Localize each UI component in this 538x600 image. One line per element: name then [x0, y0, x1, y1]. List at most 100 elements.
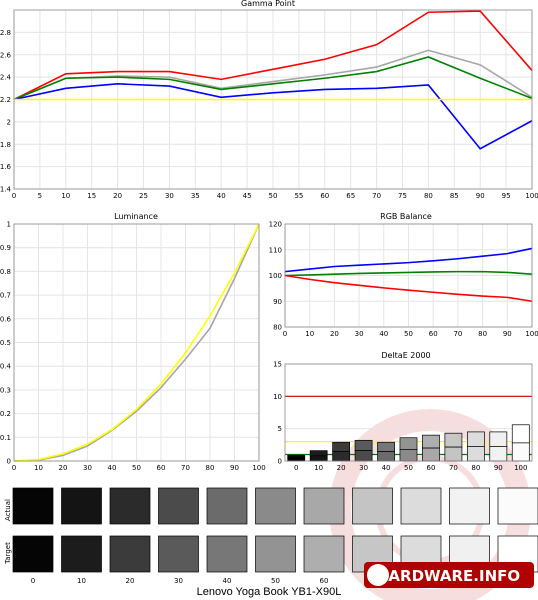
target-swatch: [303, 535, 345, 573]
rgb-balance-y-tick-label: 120: [269, 221, 282, 229]
deltae-x-tick-label: 50: [404, 464, 413, 472]
rgb-balance-chart-title: RGB Balance: [380, 212, 432, 221]
deltae-bar-target: [354, 439, 373, 452]
deltae-x-tick-label: 0: [294, 464, 298, 472]
gamma-x-tick-label: 60: [320, 192, 329, 200]
target-swatch: [206, 535, 248, 573]
luminance-y-tick-label: 0.7: [0, 292, 11, 300]
luminance-y-tick-label: 0.5: [0, 339, 11, 347]
deltae-x-tick-label: 20: [337, 464, 346, 472]
luminance-y-tick-label: 0.4: [0, 363, 12, 371]
luminance-chart-title: Luminance: [114, 212, 158, 221]
gamma-plot-frame: [13, 9, 533, 190]
watermark-text: HARDWARE.INFO: [376, 567, 520, 585]
gamma-x-tick-label: 50: [269, 192, 278, 200]
swatch-label: 60: [320, 577, 329, 585]
swatch-label: 40: [223, 577, 232, 585]
gamma-y-tick-label: 2.4: [0, 74, 12, 82]
luminance-x-tick-label: 20: [59, 464, 68, 472]
rgb-balance-y-tick-label: 100: [269, 272, 282, 280]
actual-swatch: [255, 487, 296, 525]
rgb-balance-x-tick-label: 100: [525, 330, 538, 338]
target-swatch: [61, 535, 102, 573]
deltae-x-tick-label: 30: [359, 464, 368, 472]
deltae-y-tick-label: 5: [278, 425, 282, 433]
deltae-x-tick-label: 90: [494, 464, 503, 472]
deltae-bar-actual: [354, 450, 373, 462]
luminance-x-tick-label: 90: [230, 464, 239, 472]
luminance-series: [13, 223, 260, 462]
actual-swatch: [109, 487, 151, 525]
gamma-series-line-3: [13, 56, 533, 101]
gamma-y-tick-label: 2.2: [0, 96, 11, 104]
deltae-bar-actual: [309, 455, 328, 462]
target-swatch: [12, 535, 54, 573]
actual-swatch: [206, 487, 248, 525]
luminance-x-tick-label: 40: [108, 464, 117, 472]
luminance-x-tick-label: 60: [157, 464, 166, 472]
luminance-series-line-1: [13, 223, 260, 462]
luminance-x-tick-label: 100: [252, 464, 265, 472]
deltae-bar-actual: [287, 457, 306, 462]
swatch-label: 0: [31, 577, 35, 585]
actual-row-label: Actual: [4, 499, 12, 521]
luminance-x-tick-label: 0: [12, 464, 16, 472]
rgb-balance-series-line-3: [284, 274, 533, 303]
swatch-label: 20: [126, 577, 135, 585]
deltae-bar-target: [444, 432, 463, 448]
deltae-bar-actual: [511, 442, 530, 462]
rgb-balance-x-tick-label: 50: [404, 330, 413, 338]
deltae-plot-frame: [284, 363, 533, 462]
deltae-bar-target: [377, 441, 395, 452]
deltae-bar-actual: [466, 446, 485, 462]
rgb-balance-x-tick-label: 60: [429, 330, 438, 338]
luminance-plot-frame: [13, 223, 260, 462]
deltae-y-tick-label: 0: [278, 458, 282, 466]
rgb-balance-x-tick-label: 80: [478, 330, 487, 338]
luminance-y-tick-label: 0.8: [0, 268, 11, 276]
deltae-x-tick-label: 70: [449, 464, 458, 472]
luminance-series-line-2: [13, 223, 260, 462]
deltae-bar-target: [489, 431, 508, 447]
deltae-bar-target: [422, 434, 440, 449]
gamma-series-line-1: [13, 10, 533, 101]
rgb-balance-x-tick-label: 30: [355, 330, 364, 338]
rgb-balance-x-tick-label: 10: [305, 330, 314, 338]
luminance-x-tick-label: 10: [34, 464, 43, 472]
target-swatch: [158, 535, 199, 573]
actual-swatch: [61, 487, 102, 525]
gamma-x-tick-label: 85: [450, 192, 459, 200]
gamma-x-tick-label: 55: [294, 192, 303, 200]
deltae-bar-target: [511, 424, 530, 444]
gamma-x-tick-label: 5: [38, 192, 42, 200]
actual-swatch: [158, 487, 199, 525]
deltae-bar-actual: [422, 447, 440, 462]
luminance-grid: [13, 223, 260, 462]
rgb-balance-y-tick-label: 90: [273, 298, 282, 306]
gamma-x-tick-label: 40: [217, 192, 226, 200]
rgb-balance-x-tick-label: 0: [283, 330, 287, 338]
actual-swatch: [497, 487, 538, 525]
gamma-x-tick-label: 75: [398, 192, 407, 200]
deltae-x-tick-label: 80: [471, 464, 480, 472]
gamma-x-tick-label: 80: [424, 192, 433, 200]
luminance-y-tick-label: 0: [7, 458, 11, 466]
actual-swatch: [12, 487, 54, 525]
gamma-x-tick-label: 30: [165, 192, 174, 200]
gamma-y-tick-label: 2.8: [0, 29, 11, 37]
gamma-x-tick-label: 35: [191, 192, 200, 200]
target-row-label: Target: [4, 542, 12, 565]
actual-swatch: [352, 487, 393, 525]
deltae-x-tick-label: 100: [514, 464, 527, 472]
gamma-y-tick-label: 1.6: [0, 163, 12, 171]
luminance-x-tick-label: 70: [181, 464, 190, 472]
target-swatch: [109, 535, 151, 573]
luminance-y-tick-label: 1: [7, 221, 11, 229]
deltae-x-tick-label: 10: [314, 464, 323, 472]
actual-swatch: [449, 487, 490, 525]
deltae-bar-target: [287, 454, 306, 459]
luminance-y-tick-label: 0.2: [0, 410, 11, 418]
chart-caption: Lenovo Yoga Book YB1-X90L: [196, 586, 342, 598]
deltae-axes: 0 5 10 15 0 10 20 30 40 50 60 70 80 90 100: [273, 361, 533, 472]
deltae-bar-target: [332, 441, 351, 452]
